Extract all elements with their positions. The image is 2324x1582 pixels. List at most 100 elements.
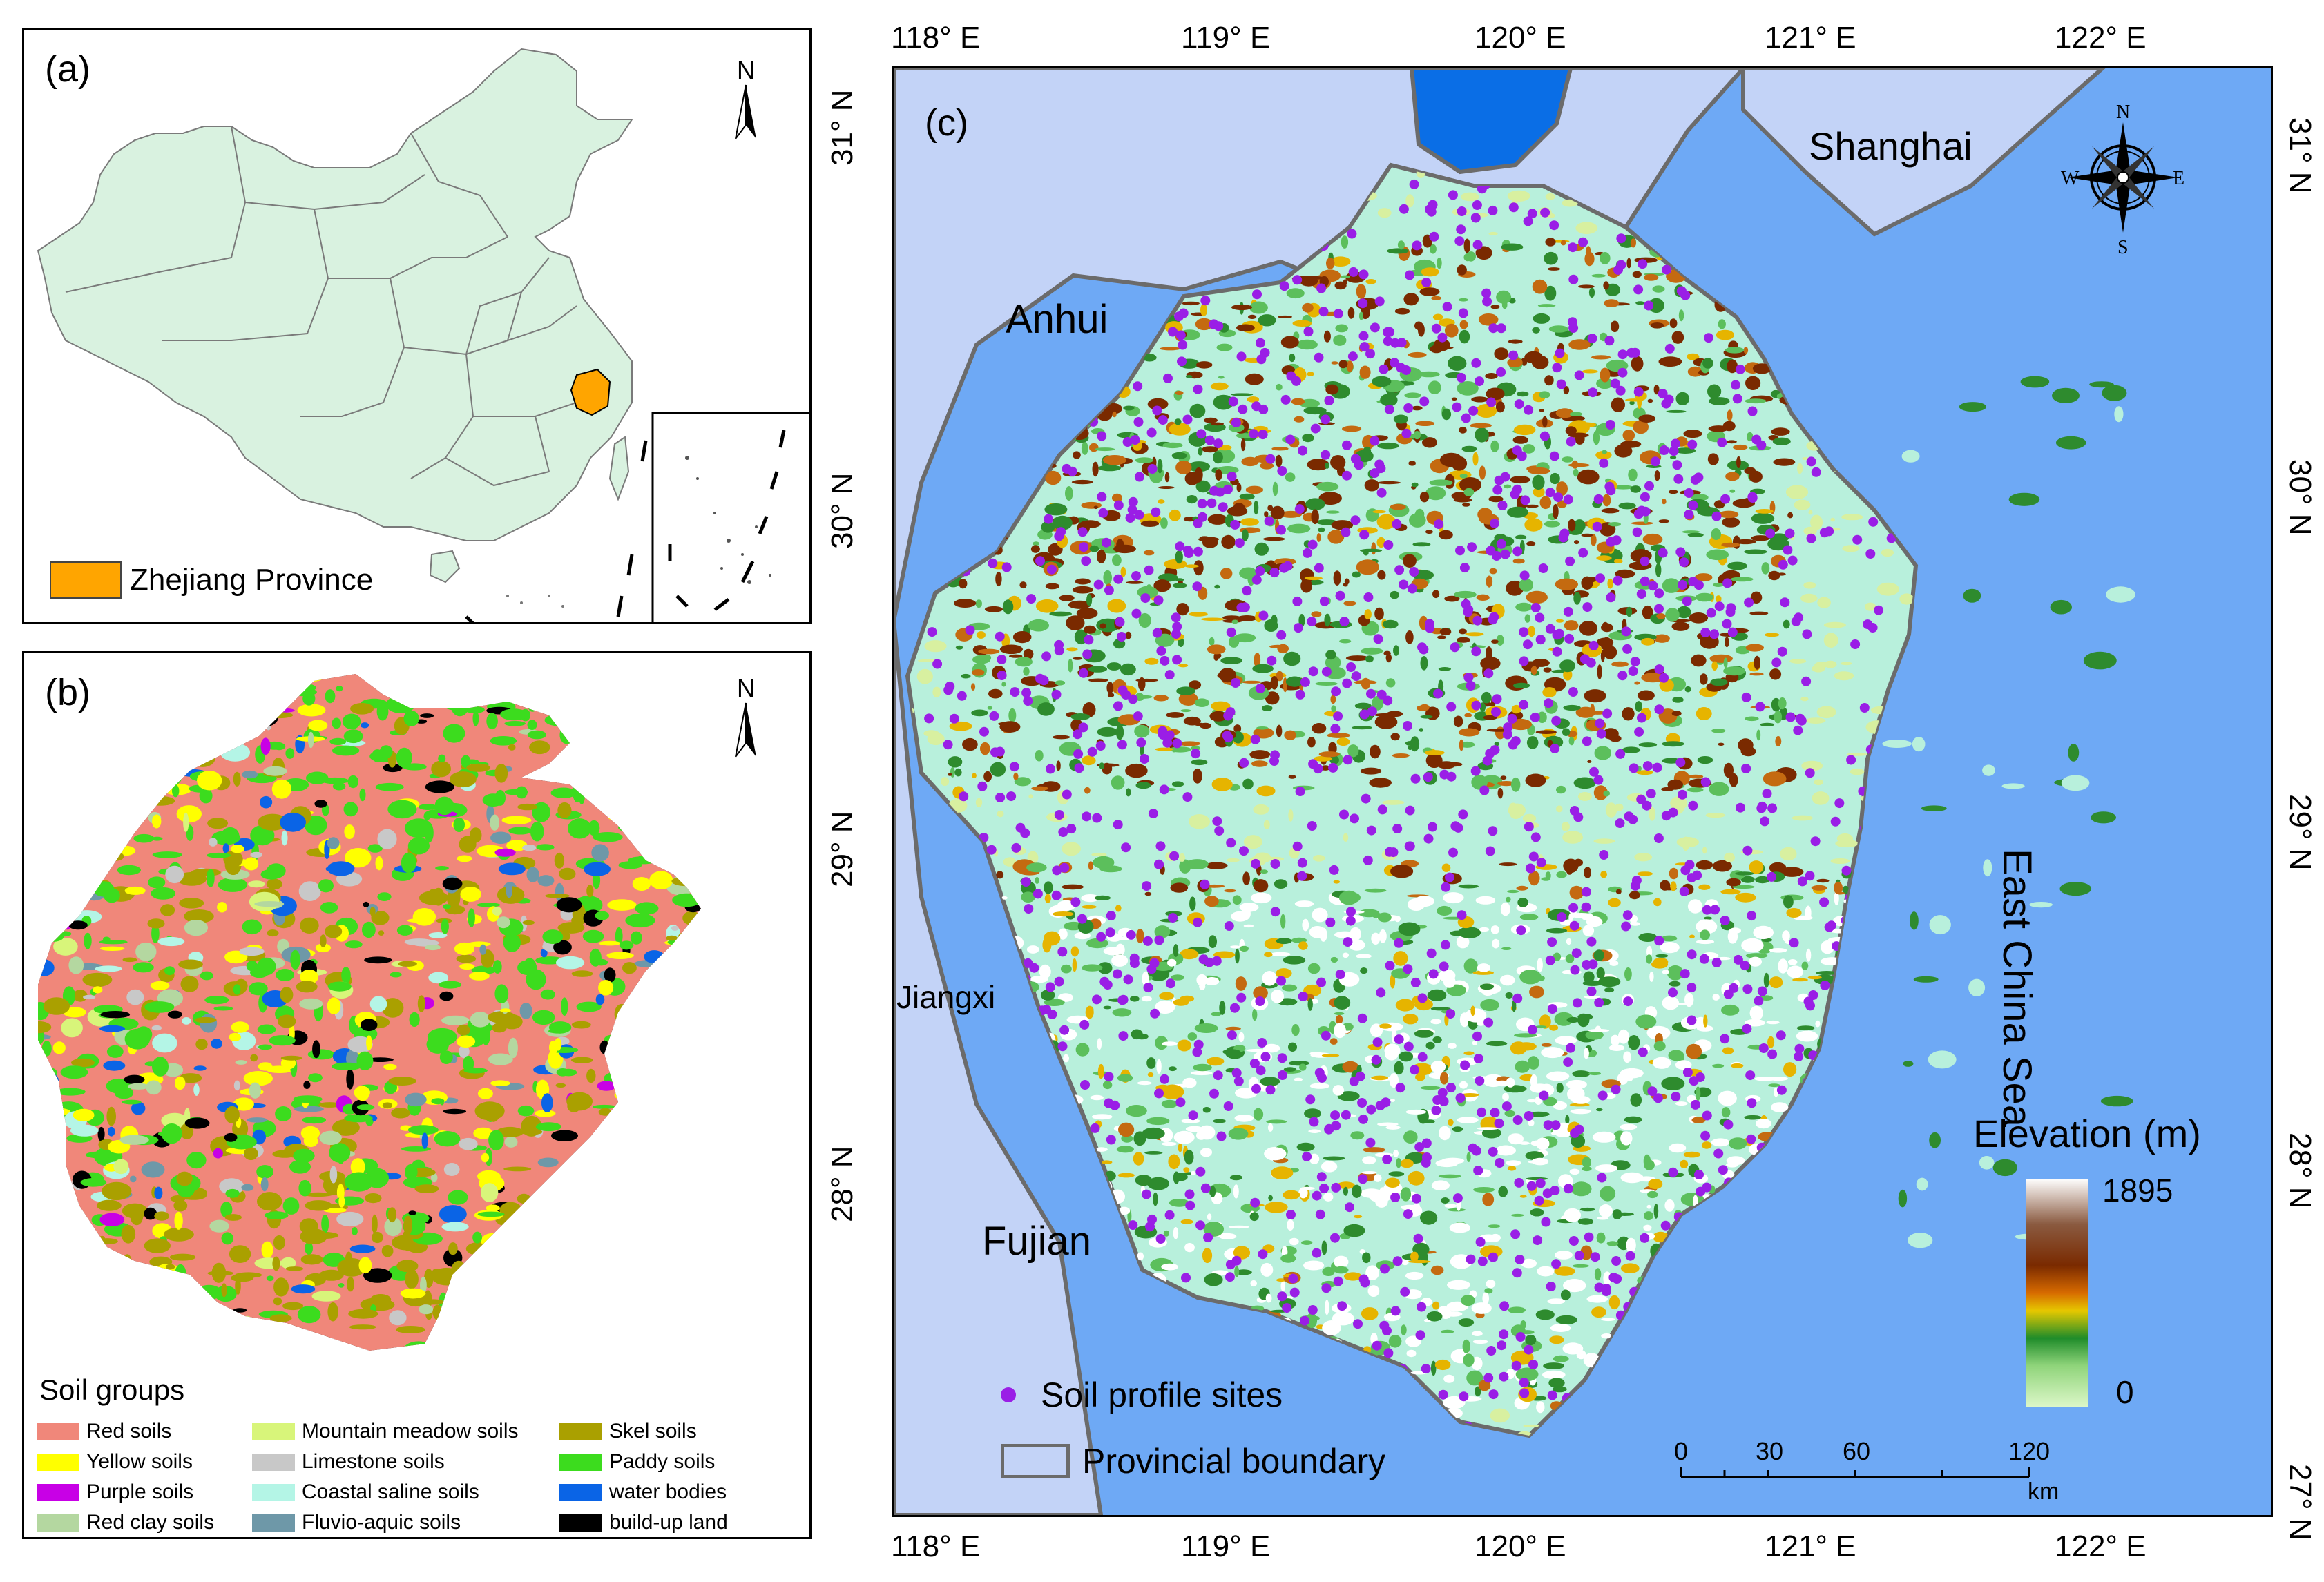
panel-c-elevation-map: (c) N S W E Shanghai Anhui Jiangxi Fujia…	[892, 66, 2273, 1517]
relief-patch	[1382, 800, 1405, 805]
soil-patch	[659, 1053, 680, 1059]
relief-patch	[1582, 1157, 1591, 1168]
relief-patch	[1112, 493, 1122, 503]
soil-legend-item: Mountain meadow soils	[252, 1420, 519, 1443]
relief-patch	[1755, 876, 1770, 884]
relief-patch	[1834, 671, 1854, 681]
soil-patch	[439, 1205, 467, 1224]
relief-patch	[1812, 791, 1830, 805]
soil-patch	[594, 958, 608, 966]
soil-patch	[174, 1211, 183, 1230]
soil-patch	[624, 797, 646, 811]
relief-patch	[1385, 678, 1396, 688]
relief-patch	[1646, 945, 1653, 958]
soil-patch	[38, 750, 53, 769]
relief-patch	[1718, 510, 1739, 519]
relief-patch	[1495, 1080, 1509, 1087]
relief-patch	[1393, 645, 1399, 656]
relief-patch	[1037, 702, 1055, 716]
relief-patch	[1307, 459, 1329, 471]
relief-patch	[1377, 570, 1386, 580]
relief-patch	[1583, 971, 1595, 983]
relief-patch	[1516, 391, 1529, 397]
soil-patch	[498, 1303, 525, 1313]
soil-patch	[84, 932, 92, 949]
relief-patch	[1594, 746, 1612, 760]
soil-patch	[528, 699, 537, 712]
relief-patch	[1334, 1255, 1349, 1269]
soil-patch	[259, 709, 268, 724]
soil-patch	[79, 1249, 101, 1266]
relief-patch	[1565, 426, 1577, 435]
relief-patch	[1325, 1300, 1329, 1315]
soil-patch	[580, 719, 604, 725]
soil-patch	[332, 717, 342, 729]
soil-patch	[593, 832, 623, 842]
relief-patch	[1448, 1208, 1466, 1212]
soil-patch	[448, 1242, 458, 1255]
soil-patch	[615, 1251, 642, 1260]
relief-patch	[1643, 1154, 1651, 1168]
relief-patch	[1430, 1061, 1446, 1073]
panel-a-label: (a)	[45, 48, 90, 90]
soil-patch	[99, 1025, 126, 1032]
relief-patch	[1515, 1060, 1530, 1073]
soil-patch	[68, 771, 97, 791]
soil-patch	[128, 684, 151, 688]
relief-patch	[1575, 706, 1596, 718]
soil-patch	[369, 996, 387, 1012]
relief-patch	[1202, 1106, 1211, 1113]
relief-patch	[1606, 1241, 1619, 1246]
relief-patch	[1390, 865, 1414, 878]
relief-patch	[1210, 382, 1229, 391]
relief-patch	[1615, 889, 1622, 895]
soil-patch	[320, 934, 327, 947]
soil-patch	[430, 1173, 438, 1183]
soil-patch	[534, 1110, 556, 1117]
soil-patch	[624, 1154, 642, 1164]
relief-patch	[1622, 746, 1641, 753]
relief-patch	[1769, 862, 1787, 874]
relief-patch	[1675, 447, 1696, 454]
relief-patch	[1299, 276, 1318, 287]
soil-patch	[526, 1298, 539, 1303]
soil-patch	[592, 1152, 620, 1158]
relief-patch	[1841, 514, 1863, 521]
relief-patch	[1550, 472, 1560, 485]
relief-patch	[1600, 1186, 1616, 1202]
relief-patch	[1345, 655, 1370, 662]
relief-patch	[1097, 1038, 1102, 1050]
soil-patch	[509, 1299, 537, 1313]
soil-patch	[154, 1211, 169, 1221]
soil-patch	[132, 744, 155, 754]
soil-patch	[247, 1117, 268, 1123]
soil-patch	[100, 1011, 131, 1019]
relief-patch	[1691, 1117, 1706, 1123]
relief-patch	[1205, 862, 1228, 869]
soil-patch	[570, 1308, 589, 1313]
soil-patch	[113, 845, 136, 856]
soil-legend-title: Soil groups	[39, 1373, 185, 1406]
relief-patch	[1771, 1102, 1789, 1112]
relief-patch	[1750, 591, 1763, 604]
soil-patch	[519, 1279, 546, 1286]
relief-patch	[1397, 240, 1405, 250]
taihu-lake	[1409, 68, 1573, 175]
relief-patch	[1712, 860, 1732, 872]
soil-patch	[435, 866, 449, 871]
soil-patch	[220, 743, 251, 762]
soil-patch	[461, 1324, 470, 1343]
relief-patch	[1140, 520, 1160, 528]
soil-patch	[582, 929, 604, 943]
relief-patch	[1253, 879, 1269, 893]
relief-patch	[1545, 238, 1556, 247]
relief-patch	[1452, 1126, 1463, 1132]
relief-patch	[1618, 502, 1636, 510]
soil-patch	[537, 1337, 558, 1347]
relief-patch	[1356, 559, 1379, 575]
relief-patch	[1098, 465, 1122, 472]
soil-patch	[500, 1008, 511, 1013]
soil-patch	[412, 908, 436, 926]
soil-patch	[504, 721, 526, 726]
relief-patch	[1479, 702, 1486, 712]
